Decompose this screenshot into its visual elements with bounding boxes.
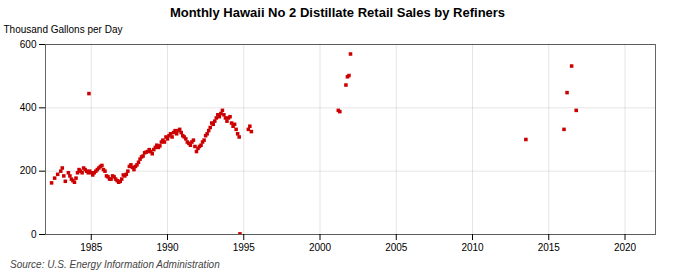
svg-text:2005: 2005: [385, 242, 408, 253]
svg-text:200: 200: [20, 165, 37, 176]
svg-text:2020: 2020: [614, 242, 637, 253]
svg-text:1995: 1995: [233, 242, 256, 253]
svg-text:400: 400: [20, 102, 37, 113]
html-text:Source: U.S. Energy Informatio: Source: U.S. Energy Information Administ…: [10, 259, 220, 270]
svg-text:1985: 1985: [80, 242, 103, 253]
svg-text:Thousand Gallons per Day: Thousand Gallons per Day: [4, 24, 123, 35]
svg-text:2000: 2000: [309, 242, 332, 253]
svg-text:2010: 2010: [461, 242, 484, 253]
html-text:Monthly Hawaii No 2 Distillate: Monthly Hawaii No 2 Distillate Retail Sa…: [169, 5, 506, 20]
svg-text:2015: 2015: [538, 242, 561, 253]
svg-text:1990: 1990: [156, 242, 179, 253]
svg-text:600: 600: [20, 39, 37, 50]
svg-text:0: 0: [31, 229, 37, 240]
